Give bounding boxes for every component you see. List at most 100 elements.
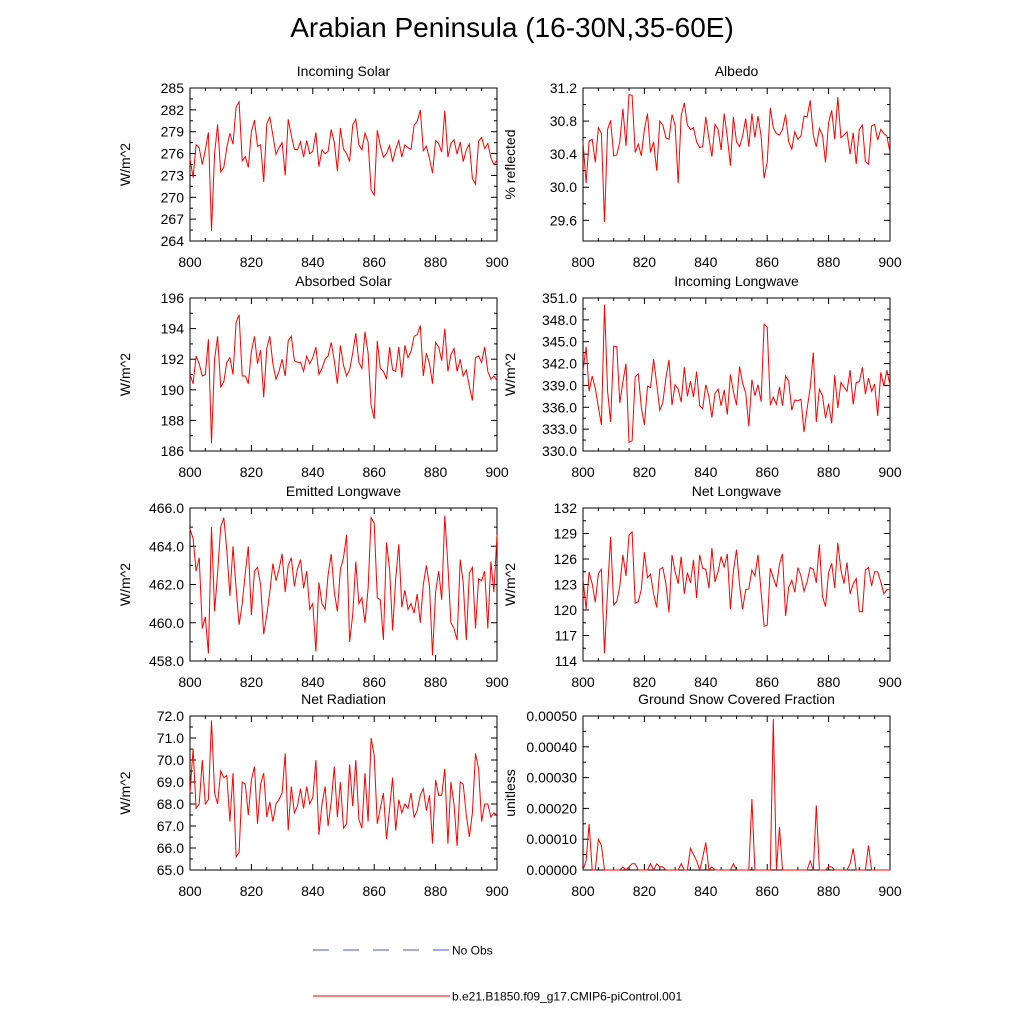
y-axis-label: W/m^2 xyxy=(502,563,518,606)
y-axis-label: unitless xyxy=(502,769,518,816)
panel-title: Emitted Longwave xyxy=(286,483,401,499)
x-tick-label: 800 xyxy=(178,254,202,270)
panel-0: Incoming Solar 285 282 279 276 273 270 267 264 80… xyxy=(117,63,509,270)
x-tick-label: 860 xyxy=(756,674,780,690)
x-tick-label: 880 xyxy=(817,464,841,480)
panel-6: Net Radiation 72.0 71.0 70.0 69.0 68.0 67.0 66.… xyxy=(117,691,509,899)
y-tick-label: 458.0 xyxy=(149,653,184,669)
x-tick-label: 860 xyxy=(756,254,780,270)
y-tick-label: 29.6 xyxy=(550,212,577,228)
y-tick-label: 0.00030 xyxy=(526,770,577,786)
y-tick-label: 194 xyxy=(161,321,185,337)
panel-frame xyxy=(582,87,891,242)
y-tick-label: 348.0 xyxy=(542,312,577,328)
y-tick-label: 0.00050 xyxy=(526,708,577,724)
y-tick-label: 120 xyxy=(554,602,578,618)
y-axis-label: % reflected xyxy=(502,129,518,199)
y-tick-label: 282 xyxy=(161,102,185,118)
x-tick-label: 800 xyxy=(571,883,595,899)
x-tick-label: 840 xyxy=(694,254,718,270)
y-tick-label: 333.0 xyxy=(542,421,577,437)
x-tick-label: 800 xyxy=(571,464,595,480)
panel-7: Ground Snow Covered Fraction 0.00050 0.000… xyxy=(502,691,902,899)
x-tick-label: 900 xyxy=(878,674,902,690)
y-tick-label: 30.4 xyxy=(550,146,577,162)
series-line xyxy=(189,720,498,859)
y-tick-label: 69.0 xyxy=(157,774,184,790)
y-tick-label: 30.8 xyxy=(550,113,577,129)
panel-frame xyxy=(189,297,498,452)
x-tick-label: 900 xyxy=(485,674,509,690)
y-tick-label: 462.0 xyxy=(149,577,184,593)
x-tick-label: 840 xyxy=(694,464,718,480)
y-tick-label: 196 xyxy=(161,290,185,306)
y-tick-label: 192 xyxy=(161,351,185,367)
y-tick-label: 339.0 xyxy=(542,377,577,393)
panel-3: Incoming Longwave 351.0 348.0 345.0 342.0 339… xyxy=(502,273,902,480)
y-tick-label: 0.00020 xyxy=(526,800,577,816)
y-axis-label: W/m^2 xyxy=(502,353,518,396)
x-tick-label: 880 xyxy=(424,254,448,270)
y-tick-label: 66.0 xyxy=(157,840,184,856)
x-tick-label: 840 xyxy=(301,883,325,899)
y-tick-label: 65.0 xyxy=(157,862,184,878)
y-tick-label: 31.2 xyxy=(550,80,577,96)
panel-title: Albedo xyxy=(715,63,759,79)
series-line xyxy=(582,304,891,444)
x-tick-label: 840 xyxy=(694,883,718,899)
y-tick-label: 276 xyxy=(161,146,185,162)
y-tick-label: 0.00040 xyxy=(526,739,577,755)
y-tick-label: 114 xyxy=(555,653,578,669)
series-line xyxy=(582,719,890,872)
x-tick-label: 800 xyxy=(178,883,202,899)
x-tick-label: 860 xyxy=(363,883,387,899)
x-tick-label: 840 xyxy=(301,674,325,690)
panel-frame xyxy=(582,715,891,871)
y-tick-label: 0.00000 xyxy=(526,862,577,878)
series-line xyxy=(189,100,498,231)
y-tick-label: 464.0 xyxy=(149,538,184,554)
panel-frame xyxy=(582,297,891,452)
y-tick-label: 123 xyxy=(554,577,578,593)
legend-obs-label: No Obs xyxy=(452,944,493,958)
y-tick-label: 285 xyxy=(161,80,185,96)
panel-2: Absorbed Solar 196 194 192 190 188 186 800 820 84… xyxy=(117,273,509,480)
y-tick-label: 132 xyxy=(554,500,578,516)
y-tick-label: 117 xyxy=(555,628,578,644)
x-tick-label: 820 xyxy=(633,254,657,270)
y-tick-label: 336.0 xyxy=(542,399,577,415)
x-tick-label: 880 xyxy=(424,883,448,899)
panel-title: Ground Snow Covered Fraction xyxy=(638,691,835,707)
x-tick-label: 800 xyxy=(178,674,202,690)
x-tick-label: 840 xyxy=(694,674,718,690)
x-tick-label: 860 xyxy=(363,254,387,270)
x-tick-label: 820 xyxy=(240,674,264,690)
y-tick-label: 342.0 xyxy=(542,356,577,372)
panel-title: Incoming Longwave xyxy=(674,273,799,289)
y-tick-label: 267 xyxy=(161,211,185,227)
x-tick-label: 880 xyxy=(817,883,841,899)
y-tick-label: 71.0 xyxy=(157,730,184,746)
series-line xyxy=(582,93,891,223)
series-line xyxy=(189,515,498,656)
series-line xyxy=(189,314,498,444)
y-tick-label: 186 xyxy=(161,443,185,459)
x-tick-label: 820 xyxy=(240,883,264,899)
x-tick-label: 820 xyxy=(240,254,264,270)
legend-model-label: b.e21.B1850.f09_g17.CMIP6-piControl.001 xyxy=(452,990,682,1004)
figure-title: Arabian Peninsula (16-30N,35-60E) xyxy=(290,12,734,43)
y-tick-label: 273 xyxy=(161,167,185,183)
y-tick-label: 70.0 xyxy=(157,752,184,768)
panel-frame xyxy=(582,507,891,662)
y-tick-label: 67.0 xyxy=(157,818,184,834)
y-tick-label: 460.0 xyxy=(149,615,184,631)
y-tick-label: 72.0 xyxy=(157,708,184,724)
x-tick-label: 820 xyxy=(633,883,657,899)
panels-group: Incoming Solar 285 282 279 276 273 270 267 264 80… xyxy=(117,63,902,899)
y-tick-label: 129 xyxy=(554,526,578,542)
y-axis-label: W/m^2 xyxy=(117,143,133,186)
x-tick-label: 860 xyxy=(756,883,780,899)
y-axis-label: W/m^2 xyxy=(117,771,133,814)
x-tick-label: 880 xyxy=(817,674,841,690)
